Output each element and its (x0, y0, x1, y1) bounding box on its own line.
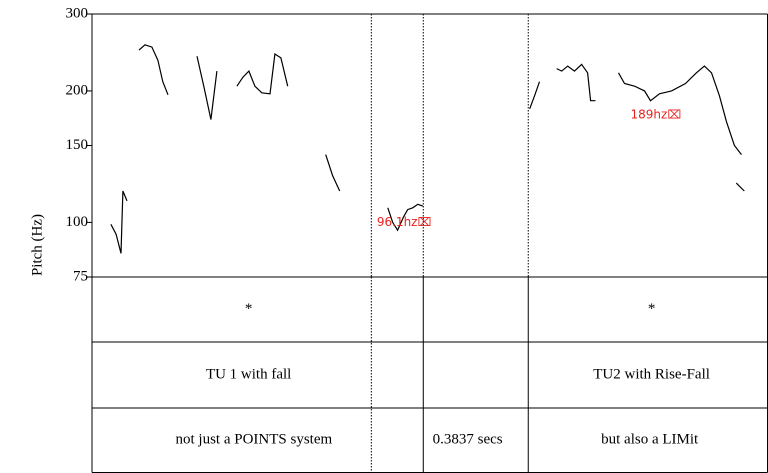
pitch-annotation: 189hz⌧ (631, 108, 682, 122)
pitch-contour (529, 81, 541, 110)
pitch-contour (325, 154, 341, 192)
pitch-contour (138, 44, 169, 96)
pitch-contour (110, 190, 128, 254)
tier-label: * (245, 301, 253, 317)
pitch-contour (236, 52, 289, 95)
y-axis-label: Pitch (Hz) (29, 214, 45, 276)
pitch-contour (387, 203, 424, 232)
y-tick-label: 100 (66, 214, 89, 230)
tier-label: TU 1 with fall (206, 366, 291, 382)
tier-label: TU2 with Rise-Fall (593, 366, 710, 382)
y-tick-label: 150 (66, 137, 89, 153)
y-tick-label: 200 (66, 82, 89, 98)
pitch-contour (196, 56, 218, 120)
y-tick-label: 300 (66, 5, 89, 21)
tier-label: but also a LIMit (601, 432, 699, 448)
pitch-annotation: 96.1hz⌧ (377, 215, 431, 229)
pitch-contour (556, 63, 596, 102)
tier-label: not just a POINTS system (175, 432, 332, 448)
pitch-contour (735, 182, 745, 192)
y-tick-label: 75 (73, 268, 88, 284)
pitch-contour (617, 65, 742, 155)
tier-label: 0.3837 secs (433, 432, 503, 448)
tier-label: * (648, 301, 656, 317)
